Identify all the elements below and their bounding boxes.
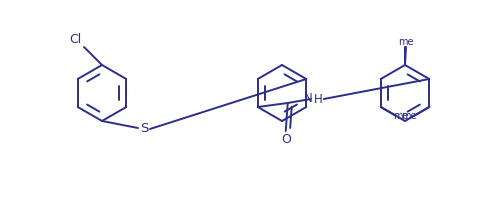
Text: H: H [314,92,322,106]
Text: Cl: Cl [69,32,81,46]
Text: N: N [304,92,312,105]
Text: me: me [401,111,416,121]
Text: S: S [140,123,148,135]
Text: me: me [394,111,409,121]
Text: O: O [281,133,290,146]
Text: me: me [398,37,413,47]
